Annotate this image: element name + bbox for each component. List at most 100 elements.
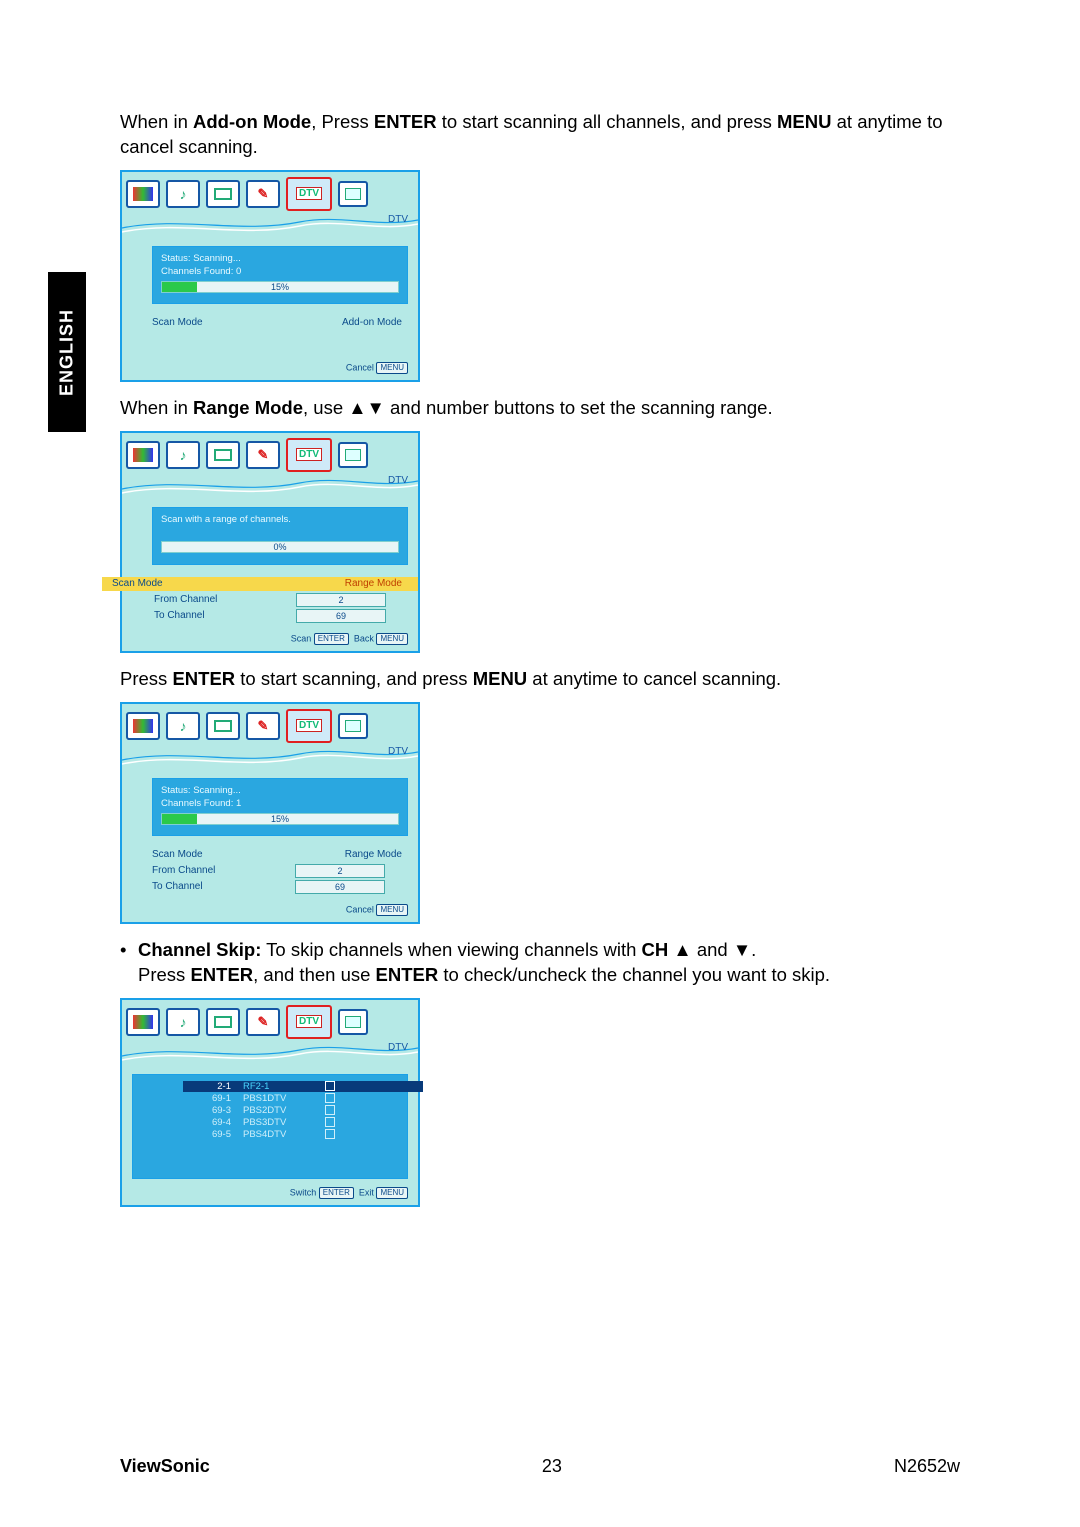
audio-icon: ♪	[166, 1008, 200, 1036]
progress-bar: 15%	[161, 281, 399, 293]
scan-mode-label: Scan Mode	[152, 317, 272, 328]
footer-brand: ViewSonic	[120, 1456, 210, 1477]
footer-model: N2652w	[894, 1456, 960, 1477]
channel-number: 69-5	[197, 1129, 231, 1140]
enter-key-icon: ENTER	[314, 633, 349, 645]
channel-row[interactable]: 69-4PBS3DTV	[197, 1117, 393, 1128]
back-label: Back	[354, 633, 374, 643]
instruction-scan: Press ENTER to start scanning, and press…	[120, 667, 960, 692]
progress-bar: 0%	[161, 541, 399, 553]
screen-icon	[206, 1008, 240, 1036]
dtv-label-row: DTV	[122, 744, 418, 774]
text: at anytime to cancel scanning.	[527, 668, 781, 689]
channel-row[interactable]: 69-3 PBS2DTV	[197, 1105, 393, 1116]
bullet-icon: •	[120, 938, 138, 988]
cancel-label: Cancel	[346, 904, 374, 914]
wave-divider	[122, 1046, 418, 1064]
scan-mode-value: Range Mode	[272, 849, 408, 860]
dtv-label: DTV	[388, 746, 408, 757]
audio-icon: ♪	[166, 441, 200, 469]
channel-name: PBS1DTV	[243, 1093, 313, 1104]
text: Press	[120, 668, 172, 689]
heading-text: Scan with a range of channels.	[161, 514, 399, 525]
channel-name: PBS3DTV	[243, 1117, 313, 1128]
pc-icon	[338, 181, 368, 207]
channel-row[interactable]: 69-1 PBS1DTV	[197, 1093, 393, 1104]
text-bold: ENTER	[190, 964, 253, 985]
dtv-icon: DTV	[286, 1005, 332, 1039]
text-bold: ENTER	[172, 668, 235, 689]
checkbox-icon[interactable]	[325, 1093, 335, 1103]
from-channel-label: From Channel	[154, 594, 274, 605]
text: , and then use	[253, 964, 375, 985]
channel-list: 2-1RF2-169-1PBS1DTV69-3PBS2DTV69-4PBS3DT…	[197, 1081, 393, 1140]
to-channel-row: To Channel 69	[152, 880, 408, 894]
text-bold: CH	[642, 939, 669, 960]
channel-number: 69-3	[197, 1105, 231, 1116]
video-icon	[126, 712, 160, 740]
audio-icon: ♪	[166, 180, 200, 208]
menu-key-icon: MENU	[376, 1187, 408, 1199]
instruction-range: When in Range Mode, use ▲▼ and number bu…	[120, 396, 960, 421]
scan-mode-label: Scan Mode	[112, 578, 232, 589]
tv-iconbar: ♪ ✎ DTV	[122, 433, 418, 473]
wave-divider	[122, 750, 418, 768]
dtv-label: DTV	[388, 475, 408, 486]
page-footer: ViewSonic 23 N2652w	[120, 1456, 960, 1477]
enter-key-icon: ENTER	[319, 1187, 354, 1199]
video-icon	[126, 441, 160, 469]
language-side-tab: ENGLISH	[48, 272, 86, 432]
progress-bar: 15%	[161, 813, 399, 825]
text: ▲ and ▼.	[668, 939, 756, 960]
checkbox-icon[interactable]	[325, 1105, 335, 1115]
tv-menu-range-scanning: ♪ ✎ DTV DTV Status: Scanning... Channels…	[120, 702, 420, 924]
checkbox-icon[interactable]	[325, 1117, 335, 1127]
wave-divider	[122, 218, 418, 236]
from-channel-value: 2	[295, 864, 385, 878]
text: Press	[138, 964, 190, 985]
channel-row[interactable]: 2-1RF2-1	[183, 1081, 423, 1092]
progress-label: 15%	[271, 282, 289, 292]
tv-menu-addon: ♪ ✎ DTV DTV Status: Scanning... Channels…	[120, 170, 420, 382]
dtv-icon: DTV	[286, 438, 332, 472]
scan-mode-row[interactable]: Scan Mode Range Mode	[102, 577, 418, 591]
menu-key-icon: MENU	[376, 362, 408, 374]
dtv-label-row: DTV	[122, 473, 418, 503]
screen-icon	[206, 180, 240, 208]
dtv-label: DTV	[388, 1042, 408, 1053]
channel-number: 69-1	[197, 1093, 231, 1104]
from-channel-row: From Channel 2	[152, 864, 408, 878]
status-text: Status: Scanning...	[161, 253, 399, 264]
checkbox-icon[interactable]	[325, 1129, 335, 1139]
text-bold: Range Mode	[193, 397, 303, 418]
tv-menu-range-setup: ♪ ✎ DTV DTV Scan with a range of channel…	[120, 431, 420, 653]
scan-panel: Scan with a range of channels. 0%	[152, 507, 408, 565]
settings-area: Scan Mode Add-on Mode	[122, 310, 418, 360]
switch-label: Switch	[290, 1187, 317, 1197]
from-channel-label: From Channel	[152, 865, 272, 876]
tv-iconbar: ♪ ✎ DTV	[122, 172, 418, 212]
channel-name: PBS2DTV	[243, 1105, 313, 1116]
pc-icon	[338, 442, 368, 468]
dtv-icon: DTV	[286, 177, 332, 211]
audio-icon: ♪	[166, 712, 200, 740]
tools-icon: ✎	[246, 1008, 280, 1036]
screen-icon	[206, 712, 240, 740]
footer-page-number: 23	[542, 1456, 562, 1477]
dtv-label-row: DTV	[122, 1040, 418, 1070]
text-bold: MENU	[777, 111, 831, 132]
to-channel-row[interactable]: To Channel 69	[132, 609, 408, 623]
to-channel-value: 69	[296, 609, 386, 623]
scan-mode-row: Scan Mode Add-on Mode	[152, 316, 408, 330]
text: To skip channels when viewing channels w…	[261, 939, 641, 960]
video-icon	[126, 1008, 160, 1036]
menu-key-icon: MENU	[376, 633, 408, 645]
scan-label: Scan	[291, 633, 312, 643]
channel-row[interactable]: 69-5PBS4DTV	[197, 1129, 393, 1140]
from-channel-row[interactable]: From Channel 2	[132, 593, 408, 607]
text-bold: ENTER	[374, 111, 437, 132]
tv-menu-channel-skip: ♪ ✎ DTV DTV 2-1RF2-169-1 PBS1DTV 69-3 PBS2D…	[120, 998, 420, 1207]
checkbox-icon[interactable]	[325, 1081, 335, 1091]
tools-icon: ✎	[246, 441, 280, 469]
to-channel-label: To Channel	[152, 881, 272, 892]
